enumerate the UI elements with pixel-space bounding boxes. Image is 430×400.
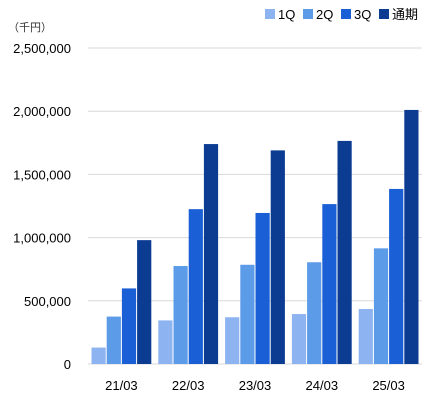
y-axis-tick-labels: 0 500,000 1,000,000 1,500,000 2,000,000 2,500… [13,41,71,372]
bar-2Q-22/03 [173,266,188,364]
legend-label: 2Q [316,7,333,22]
bar-通期-25/03 [404,109,419,364]
x-category-label: 22/03 [172,378,205,393]
legend-swatch-2Q [303,9,313,19]
bar-3Q-22/03 [188,209,203,364]
legend-label: 3Q [354,7,371,22]
x-category-label: 21/03 [105,378,138,393]
x-category-label: 23/03 [239,378,272,393]
y-tick-label: 0 [64,357,71,372]
bar-3Q-24/03 [322,204,337,364]
bar-2Q-21/03 [106,316,121,364]
y-tick-label: 1,000,000 [13,231,71,246]
legend-label: 通期 [392,7,418,22]
bar-1Q-23/03 [225,317,240,364]
bar-1Q-22/03 [158,320,173,364]
legend: 1Q 2Q 3Q 通期 [265,7,418,22]
bar-通期-22/03 [203,144,219,364]
legend-swatch-3Q [341,9,351,19]
bar-通期-24/03 [337,140,352,364]
bar-2Q-23/03 [240,264,255,364]
bar-2Q-24/03 [307,262,322,364]
legend-swatch-1Q [265,9,275,19]
bar-1Q-25/03 [358,309,373,364]
bar-1Q-24/03 [291,314,307,364]
y-tick-label: 2,500,000 [13,41,71,56]
x-category-label: 24/03 [306,378,339,393]
y-tick-label: 2,000,000 [13,104,71,119]
legend-swatch-通期 [379,9,389,19]
legend-label: 1Q [278,7,295,22]
bar-通期-21/03 [137,240,152,364]
bars [91,109,419,364]
bar-3Q-21/03 [121,288,137,364]
x-category-label: 25/03 [372,378,405,393]
y-tick-label: 1,500,000 [13,167,71,182]
bar-2Q-25/03 [373,248,389,364]
bar-3Q-23/03 [255,212,270,364]
y-axis-unit-label: （千円） [8,21,52,34]
bar-1Q-21/03 [91,347,106,364]
bar-通期-23/03 [270,150,285,364]
x-axis-category-labels: 21/03 22/03 23/03 24/03 25/03 [105,378,405,393]
bar-3Q-25/03 [389,188,404,364]
y-tick-label: 500,000 [24,294,71,309]
